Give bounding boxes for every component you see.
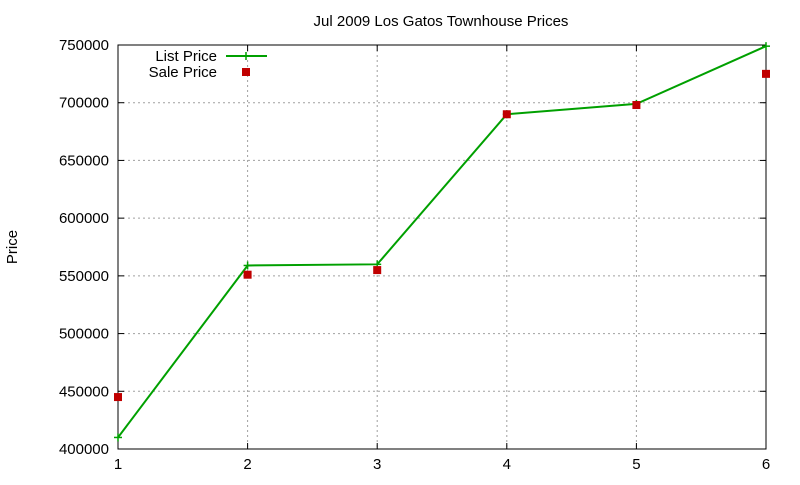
legend-label-sale-price: Sale Price	[149, 64, 217, 81]
x-tick-label: 2	[243, 456, 251, 473]
y-tick-label: 750000	[59, 37, 109, 54]
sale-price-point	[114, 393, 122, 402]
sale-price-point	[502, 110, 511, 119]
series-line-list-price	[117, 45, 767, 439]
y-tick-label: 400000	[59, 441, 109, 458]
y-tick-label: 600000	[59, 210, 109, 227]
x-tick-label: 6	[762, 456, 770, 473]
list-price-point	[762, 42, 770, 51]
y-tick-label: 550000	[59, 268, 109, 285]
legend-marker-sale-price	[242, 68, 250, 76]
plot-border	[117, 44, 767, 450]
sale-price-point	[632, 101, 641, 110]
y-tick-label: 450000	[59, 383, 109, 400]
sale-price-point	[243, 270, 252, 279]
sale-price-point	[373, 266, 382, 275]
list-price-point	[243, 261, 252, 270]
sale-price-point	[762, 69, 770, 78]
y-tick-label: 700000	[59, 95, 109, 112]
axes: 1 2 3 4 5 6 400000 450000 500000 550000 600000 6500…	[59, 37, 770, 473]
y-tick-label: 650000	[59, 152, 109, 169]
list-price-point	[114, 433, 122, 442]
y-tick-label: 500000	[59, 326, 109, 343]
x-tick-label: 5	[632, 456, 640, 473]
x-tick-label: 3	[373, 456, 381, 473]
x-tick-label: 4	[503, 456, 511, 473]
legend-label-list-price: List Price	[155, 48, 217, 65]
y-axis-label: Price	[4, 230, 21, 264]
grid	[118, 45, 766, 449]
x-tick-label: 1	[114, 456, 122, 473]
plot-area	[114, 42, 770, 442]
chart-title: Jul 2009 Los Gatos Townhouse Prices	[314, 13, 569, 30]
